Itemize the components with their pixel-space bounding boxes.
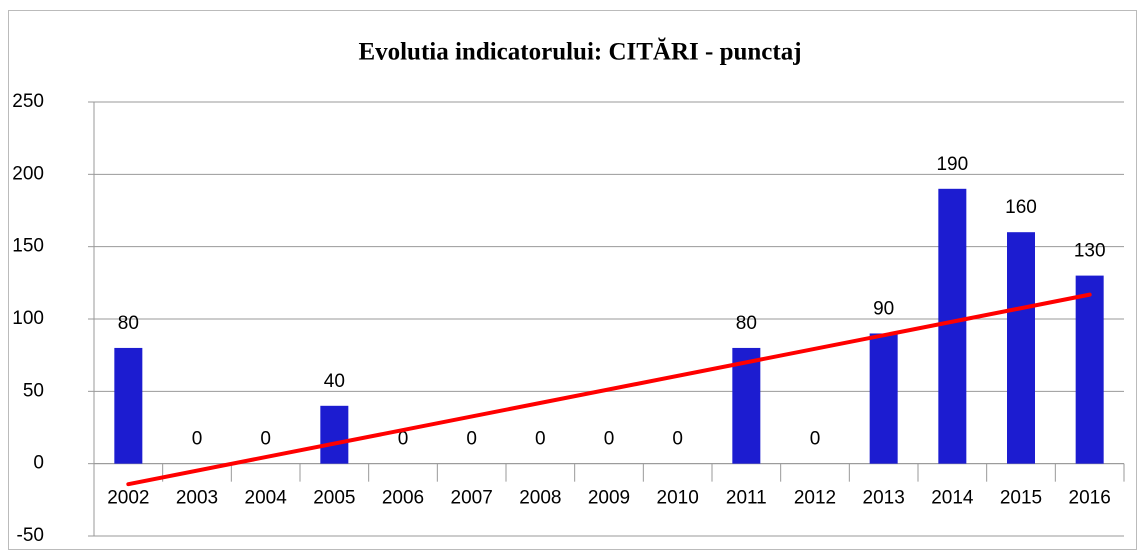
bar bbox=[1075, 275, 1104, 464]
bar bbox=[938, 188, 967, 464]
bar bbox=[869, 333, 898, 464]
data-label: 0 bbox=[810, 429, 821, 450]
x-tick-label: 2012 bbox=[794, 488, 836, 509]
data-label: 0 bbox=[535, 429, 546, 450]
y-tick-label: 100 bbox=[12, 308, 44, 329]
x-tick-label: 2004 bbox=[245, 488, 288, 509]
data-label: 40 bbox=[324, 371, 345, 392]
data-label: 0 bbox=[192, 429, 203, 450]
x-tick-label: 2007 bbox=[451, 488, 493, 509]
data-label: 80 bbox=[736, 313, 757, 334]
data-label: 0 bbox=[672, 429, 683, 450]
x-tick-label: 2013 bbox=[863, 488, 905, 509]
data-label: 160 bbox=[1005, 197, 1037, 218]
y-tick-label: 250 bbox=[12, 91, 44, 112]
data-label: 80 bbox=[118, 313, 139, 334]
bar bbox=[732, 347, 761, 464]
bar bbox=[114, 347, 143, 464]
y-tick-label: -50 bbox=[17, 525, 44, 546]
data-label: 0 bbox=[398, 429, 409, 450]
x-tick-label: 2003 bbox=[176, 488, 218, 509]
x-tick-label: 2002 bbox=[107, 488, 149, 509]
y-tick-label: 0 bbox=[33, 453, 44, 474]
data-label: 90 bbox=[873, 298, 894, 319]
x-tick-label: 2008 bbox=[519, 488, 561, 509]
x-tick-label: 2015 bbox=[1000, 488, 1042, 509]
y-tick-label: 50 bbox=[23, 380, 44, 401]
x-tick-label: 2011 bbox=[726, 488, 767, 509]
bar bbox=[320, 405, 349, 464]
x-tick-label: 2006 bbox=[382, 488, 424, 509]
y-tick-label: 150 bbox=[12, 236, 44, 257]
data-label: 190 bbox=[936, 154, 968, 175]
x-tick-label: 2009 bbox=[588, 488, 630, 509]
chart-title: Evolutia indicatorului: CITĂRI - punctaj bbox=[358, 38, 801, 66]
trendline bbox=[126, 292, 1092, 487]
x-tick-label: 2005 bbox=[313, 488, 355, 509]
data-label: 130 bbox=[1074, 241, 1106, 262]
y-tick-label: 200 bbox=[12, 163, 44, 184]
x-tick-label: 2010 bbox=[657, 488, 699, 509]
data-label: 0 bbox=[466, 429, 477, 450]
x-tick-label: 2016 bbox=[1069, 488, 1111, 509]
data-label: 0 bbox=[260, 429, 271, 450]
data-label: 0 bbox=[604, 429, 615, 450]
chart-border bbox=[8, 10, 1137, 550]
bar bbox=[1007, 232, 1035, 464]
x-tick-label: 2014 bbox=[931, 488, 974, 509]
